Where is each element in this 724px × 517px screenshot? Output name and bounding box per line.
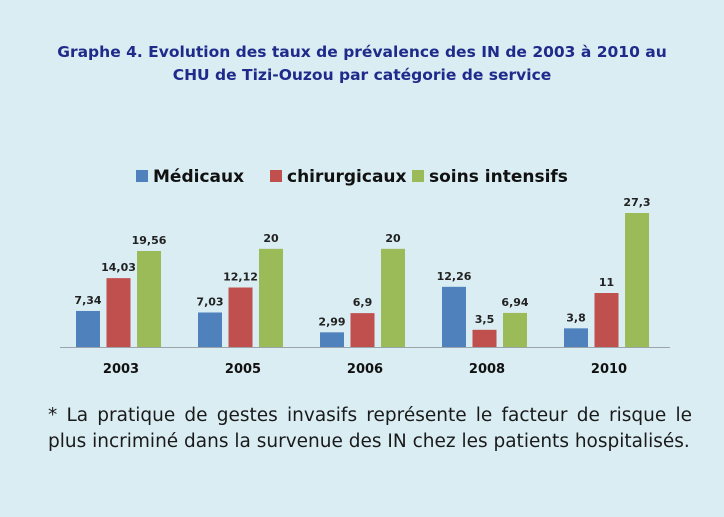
chart-title-line-2: CHU de Tizi-Ouzou par catégorie de servi… <box>172 66 552 84</box>
legend: Médicaux chirurgicaux soins intensifs <box>136 167 568 187</box>
data-label-2005-1: 12,12 <box>223 271 258 284</box>
bar-chart: Médicaux chirurgicaux soins intensifs 7,34 1… <box>60 167 670 377</box>
bar-2010-0 <box>564 328 588 347</box>
bar-2008-1 <box>472 329 497 347</box>
legend-label-0: Médicaux <box>153 167 244 187</box>
data-label-2003-2: 19,56 <box>132 234 167 247</box>
bar-2006-1 <box>350 313 375 347</box>
data-label-2010-0: 3,8 <box>566 311 586 324</box>
bar-2003-2 <box>137 250 161 347</box>
bar-2006-2 <box>381 248 405 347</box>
bar-2010-2 <box>625 213 649 347</box>
data-label-2006-2: 20 <box>385 232 401 245</box>
data-label-2003-1: 14,03 <box>101 261 136 274</box>
legend-swatch-1 <box>270 170 282 182</box>
data-label-2010-1: 11 <box>599 276 614 289</box>
data-label-2006-1: 6,9 <box>353 296 373 309</box>
data-label-2005-0: 7,03 <box>196 295 223 308</box>
data-label-2008-0: 12,26 <box>437 270 472 283</box>
chart-title-line-1: Graphe 4. Evolution des taux de prévalen… <box>57 43 667 61</box>
legend-label-1: chirurgicaux <box>287 167 407 187</box>
data-label-2008-1: 3,5 <box>475 313 495 326</box>
footnote: * La pratique de gestes invasifs représe… <box>48 405 692 452</box>
bar-2005-1 <box>228 287 253 347</box>
bar-2005-0 <box>198 312 222 347</box>
legend-label-2: soins intensifs <box>429 167 568 187</box>
legend-swatch-2 <box>412 170 424 182</box>
x-tick-label-2010: 2010 <box>591 362 627 377</box>
bar-2010-1 <box>594 293 619 347</box>
chart-title: Graphe 4. Evolution des taux de prévalen… <box>30 41 694 87</box>
bar-2008-0 <box>442 286 466 347</box>
bar-2005-2 <box>259 248 283 347</box>
x-tick-label-2008: 2008 <box>469 362 505 377</box>
bar-2006-0 <box>320 332 344 347</box>
data-label-2010-2: 27,3 <box>623 196 650 209</box>
data-label-2006-0: 2,99 <box>318 315 345 328</box>
data-label-2003-0: 7,34 <box>74 294 101 307</box>
bar-2008-2 <box>503 312 527 347</box>
bar-2003-1 <box>106 278 131 347</box>
data-label-2008-2: 6,94 <box>501 296 528 309</box>
data-label-2005-2: 20 <box>263 232 279 245</box>
bar-2003-0 <box>76 310 100 347</box>
x-tick-label-2003: 2003 <box>103 362 139 377</box>
x-tick-label-2005: 2005 <box>225 362 261 377</box>
x-tick-label-2006: 2006 <box>347 362 383 377</box>
legend-swatch-0 <box>136 170 148 182</box>
